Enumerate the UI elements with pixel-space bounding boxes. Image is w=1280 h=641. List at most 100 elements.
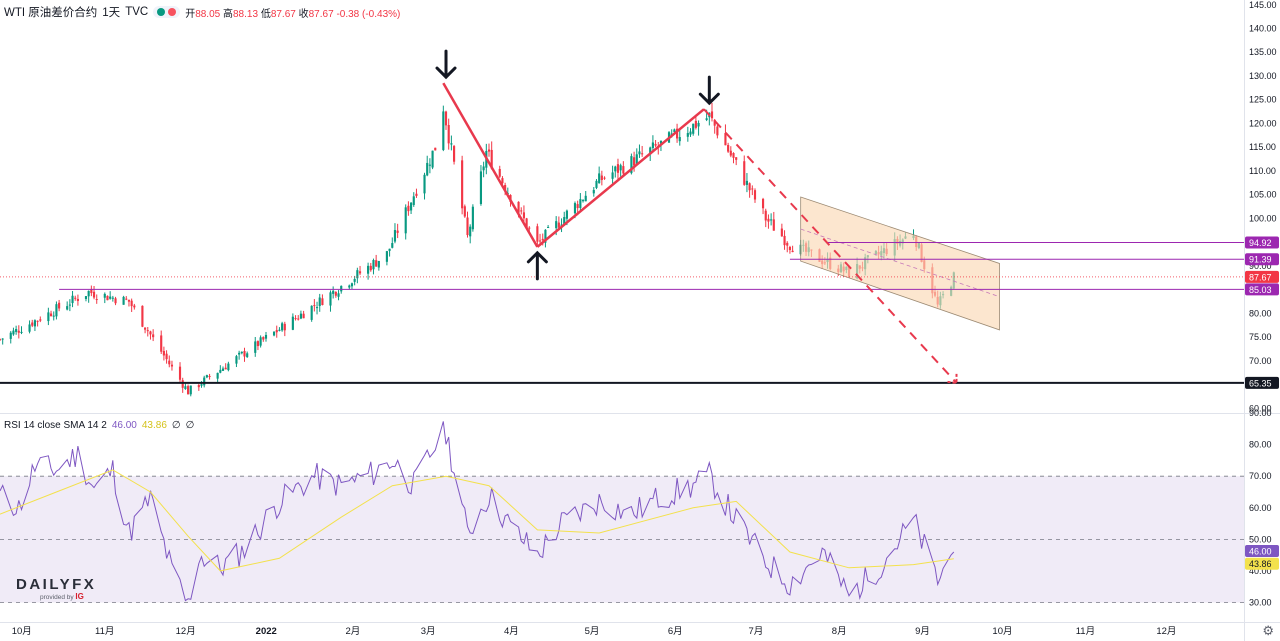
candle-body (130, 300, 133, 307)
candle-body (581, 200, 585, 202)
candle-body (184, 386, 187, 389)
candle-body (369, 265, 372, 271)
price-tick-label: 105.00 (1249, 190, 1277, 200)
candle-body (407, 205, 410, 212)
candle-body (377, 260, 380, 268)
candle-body (114, 298, 117, 304)
candle-body (686, 133, 689, 137)
candle-body (743, 161, 746, 185)
status-pill[interactable] (153, 6, 181, 18)
candle-body (673, 129, 676, 132)
candle-body (404, 207, 407, 234)
candle-body (461, 160, 464, 209)
candle-body (504, 185, 507, 192)
channel-fill (800, 196, 1000, 331)
candle-body (58, 302, 61, 309)
candle-body (748, 183, 751, 191)
high-label: 高 (223, 8, 233, 20)
close-label: 收 (298, 8, 309, 20)
rsi-tick-label: 60.00 (1249, 503, 1272, 513)
time-tick-label: 11月 (1076, 626, 1095, 637)
candle-body (563, 217, 566, 225)
arrow-icon (435, 49, 457, 80)
market-status-dot-icon (157, 8, 166, 16)
candle-body (256, 341, 260, 347)
candle-body (87, 290, 90, 297)
candle-body (281, 323, 284, 331)
candle-body (39, 319, 42, 321)
candle-body (689, 131, 692, 135)
candle-body (275, 330, 278, 333)
candle-body (95, 299, 98, 301)
candle-body (149, 331, 152, 335)
candle-body (17, 330, 20, 333)
candle-body (576, 204, 579, 209)
level-label: 91.39 (1249, 255, 1272, 265)
candle-body (791, 250, 794, 253)
candle-body (450, 143, 453, 145)
candle-body (764, 210, 767, 221)
level-badge (1245, 253, 1279, 266)
candle-body (294, 318, 297, 320)
candle-body (340, 285, 343, 292)
candle-body (356, 270, 359, 279)
candle-body (264, 334, 268, 339)
candle-body (189, 385, 192, 395)
candle-body (15, 328, 18, 332)
candle-body (786, 242, 789, 246)
candle-body (165, 353, 168, 360)
candle-body (205, 375, 208, 378)
price-tick-label: 145.00 (1249, 0, 1277, 10)
candle-body (71, 295, 74, 304)
candle-body (442, 111, 445, 150)
time-tick-label: 7月 (748, 626, 763, 637)
candle-body (557, 222, 560, 228)
candle-body (178, 366, 182, 380)
candle-body (76, 298, 79, 301)
candle-body (694, 120, 697, 128)
price-tick-label: 100.00 (1249, 213, 1277, 223)
candle-body (635, 154, 638, 165)
open-value: 88.05 (195, 8, 221, 20)
candle-body (68, 304, 71, 306)
logo-brand: DAILYFX (16, 576, 97, 593)
ig-text: IG (75, 592, 84, 601)
rsi-tick-label: 50.00 (1249, 534, 1272, 544)
level-badge (1245, 283, 1279, 296)
chart-header: WTI 原油差价合约 1天 TVC 开88.05 高88.13 低87.67 收… (4, 3, 400, 21)
candle-body (565, 210, 568, 219)
arrow-icon (698, 75, 720, 106)
candle-body (710, 111, 714, 119)
gear-icon[interactable]: ⚙ (1262, 623, 1274, 638)
price-tick-label: 110.00 (1249, 166, 1276, 176)
time-tick-label: 3月 (421, 626, 436, 637)
rsi-value-badge (1245, 544, 1279, 557)
candle-body (724, 132, 727, 146)
candle-body (490, 149, 493, 169)
price-tick-label: 90.00 (1249, 261, 1272, 271)
candle-body (541, 238, 544, 241)
time-tick-label: 11月 (95, 626, 114, 637)
empty-value-1: ∅ (171, 420, 181, 431)
candle-body (528, 227, 531, 229)
data-status-dot-icon (168, 8, 177, 16)
change-pct-value: (-0.43%) (362, 8, 401, 20)
candle-body (770, 219, 773, 221)
time-tick-label: 2月 (345, 626, 360, 637)
symbol-title[interactable]: WTI 原油差价合约 (4, 7, 98, 19)
interval-label[interactable]: 1天 (102, 7, 121, 19)
candle-body (372, 260, 375, 270)
empty-value-2: ∅ (185, 420, 195, 431)
rsi-indicator-label[interactable]: RSI 14 close SMA 14 2 (4, 420, 107, 431)
candle-body (713, 119, 716, 126)
candle-body (254, 341, 257, 353)
candle-body (103, 293, 106, 298)
candle-body (579, 199, 582, 208)
candle-body (732, 153, 735, 158)
change-value: -0.38 (336, 8, 360, 20)
candle-body (447, 124, 450, 144)
price-tick-label: 60.00 (1249, 403, 1272, 413)
candle-body (555, 221, 558, 229)
rsi-value-badge-label: 43.86 (1249, 559, 1272, 569)
